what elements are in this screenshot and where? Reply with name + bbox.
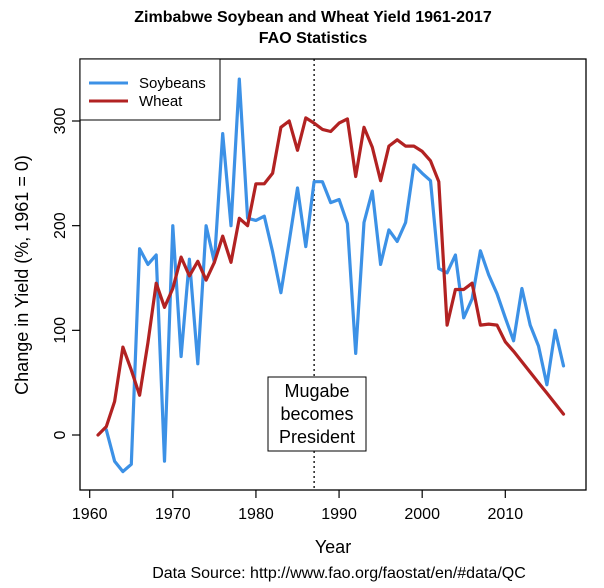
y-tick-label: 100: [52, 317, 69, 344]
x-tick-label: 1990: [321, 506, 357, 523]
legend: Soybeans Wheat: [79, 58, 221, 121]
x-tick-label: 2010: [488, 506, 524, 523]
y-axis: 0 100 200 300: [52, 108, 80, 439]
plot-frame: [79, 58, 587, 491]
annotation-line-1: Mugabe: [284, 381, 349, 401]
x-tick-label: 1980: [238, 506, 274, 523]
x-tick-label: 1970: [155, 506, 191, 523]
x-axis: 1960 1970 1980 1990 2000 2010: [72, 490, 523, 523]
legend-label-wheat: Wheat: [139, 93, 183, 110]
annotation-line-2: becomes: [280, 404, 353, 424]
x-axis-label: Year: [315, 537, 351, 557]
chart-title: Zimbabwe Soybean and Wheat Yield 1961-20…: [134, 9, 492, 26]
annotation-line-3: President: [279, 427, 355, 447]
series-layer: [96, 77, 566, 474]
y-tick-label: 200: [52, 212, 69, 239]
annotation-frame: [267, 376, 367, 452]
x-tick-label: 2000: [404, 506, 440, 523]
annotation-box: Mugabe becomes President: [267, 376, 367, 452]
x-tick-label: 1960: [72, 506, 108, 523]
legend-label-soybeans: Soybeans: [139, 75, 206, 92]
chart-subtitle: FAO Statistics: [259, 30, 368, 47]
legend-frame: [79, 58, 221, 121]
y-axis-label: Change in Yield (%, 1961 = 0): [12, 155, 32, 395]
series-line-wheat: [96, 116, 566, 437]
y-tick-label: 0: [52, 430, 69, 439]
series-line-soybeans: [104, 77, 566, 474]
data-source-note: Data Source: http://www.fao.org/faostat/…: [152, 565, 526, 582]
y-tick-label: 300: [52, 108, 69, 135]
